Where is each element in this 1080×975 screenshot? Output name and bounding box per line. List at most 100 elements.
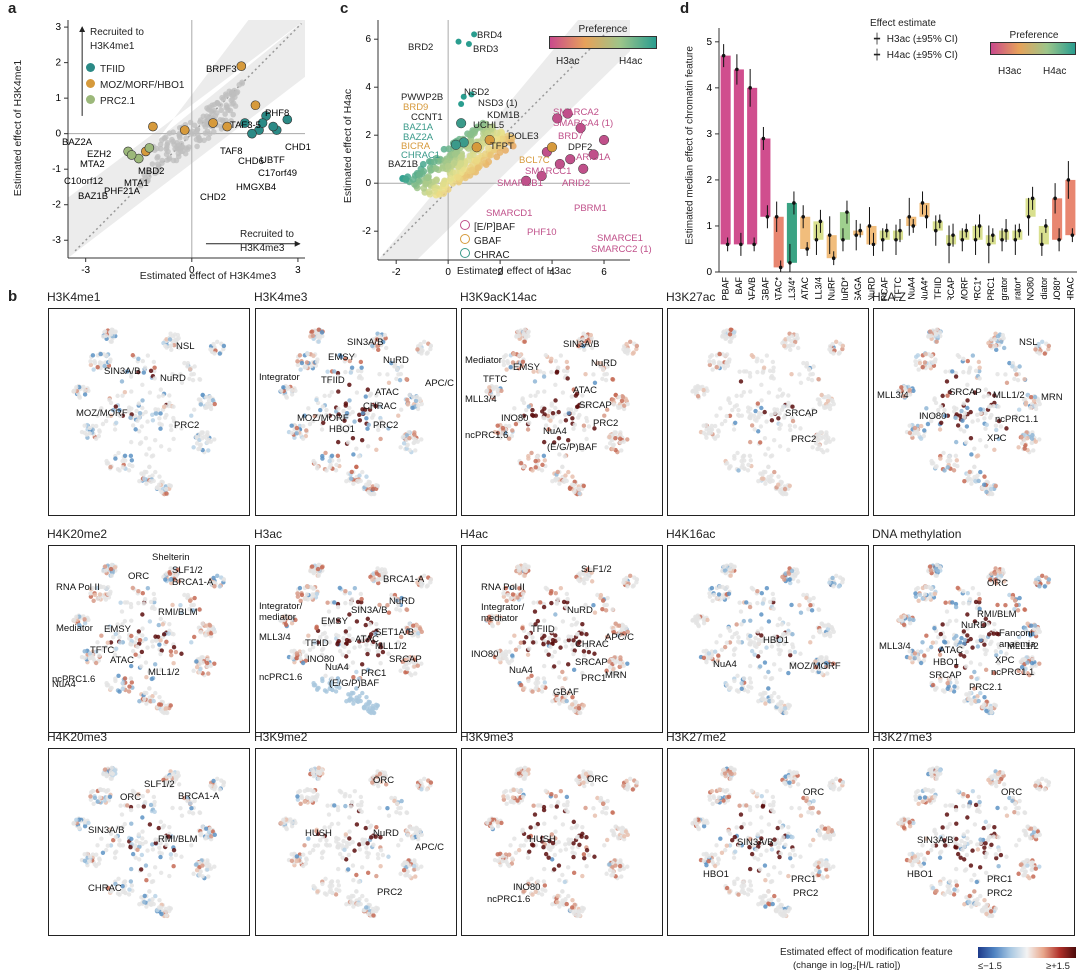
cell-point [810,634,816,640]
data-point [805,247,809,251]
cell-point [560,686,565,691]
cell-point [335,439,341,445]
bar [1052,198,1063,240]
complex-label: TFTC [90,645,114,656]
cell-point [618,440,623,445]
cell-point [563,412,568,417]
cell-point [735,673,740,679]
data-point [765,214,770,219]
cell-point [967,476,972,481]
cell-point [985,393,991,398]
cell-point [706,656,711,661]
cell-point [140,633,145,638]
cell-point [1016,668,1021,673]
cell-point [178,372,183,377]
cell-point [396,640,401,645]
cell-point [354,686,359,691]
legend-label: GBAF [474,236,502,247]
complex-label: NuA4 [52,679,76,690]
cell-point [634,577,640,582]
cell-point [809,377,815,383]
cell-point [1035,398,1040,403]
cell-point [711,592,717,598]
cell-point [166,631,171,636]
cell-point [722,333,728,338]
cell-point [105,413,111,419]
point-annotation: PHF8 [265,108,289,119]
cell-point [953,370,959,376]
cell-point [1010,595,1015,601]
cell-point [289,649,294,654]
cell-point [954,389,959,394]
cell-point [334,684,339,689]
complex-label: SET1A/B [375,627,414,638]
cell-point [86,617,91,623]
cell-point [823,623,828,628]
cell-point [550,637,556,643]
x-tick-label: 0 [445,267,451,278]
data-point [496,141,504,148]
cell-point [385,372,390,377]
cell-point [782,706,788,711]
cell-point [716,592,722,597]
cell-point [102,329,108,334]
cell-point [739,393,744,398]
cell-point [556,636,561,642]
cell-point [934,327,939,332]
cell-point [210,398,215,403]
cell-point [386,380,392,385]
cell-point [726,591,732,597]
cell-point [365,616,371,622]
data-point [174,144,180,150]
cell-point [913,594,919,599]
cell-point [520,625,525,631]
cell-point [897,388,902,393]
cell-point [759,358,764,364]
cell-point [215,573,220,579]
cell-point [787,423,793,428]
cell-point [739,680,744,686]
cell-point [411,623,416,628]
complex-label: ncPRC1.6 [52,674,95,685]
cell-point [737,600,742,605]
data-point [739,242,743,247]
complex-label: MLL3/4 [259,632,291,643]
cell-point [90,353,96,358]
cell-point [790,644,796,650]
cell-point [707,591,712,596]
cell-point [804,595,809,601]
cell-point [153,410,158,416]
cell-point [716,653,721,658]
cell-point [212,401,217,407]
cell-point [939,646,944,651]
data-point [232,94,238,100]
bar [985,235,996,245]
cell-point [756,699,761,704]
cell-point [618,664,623,669]
data-point [1053,196,1057,201]
cell-point [520,397,525,403]
cell-point [412,432,417,438]
cell-point [485,617,490,623]
cell-point [580,447,585,452]
cell-point [747,415,752,420]
cell-point [823,394,828,400]
data-point [179,148,186,155]
cell-point [185,595,190,601]
cell-point [530,689,535,694]
point-annotation: C17orf49 [258,168,297,179]
cell-point [190,608,196,613]
cell-point [314,591,320,597]
cell-point [961,401,967,406]
cell-point [315,332,321,337]
cell-point [701,430,707,436]
cell-point [144,452,149,457]
cell-point [145,585,151,591]
cell-point [375,483,380,488]
cell-point [782,343,787,349]
cell-point [135,418,140,423]
y-tick-label: -1 [52,164,61,175]
cell-point [167,337,173,342]
cell-point [763,701,768,706]
cell-point [973,599,979,605]
